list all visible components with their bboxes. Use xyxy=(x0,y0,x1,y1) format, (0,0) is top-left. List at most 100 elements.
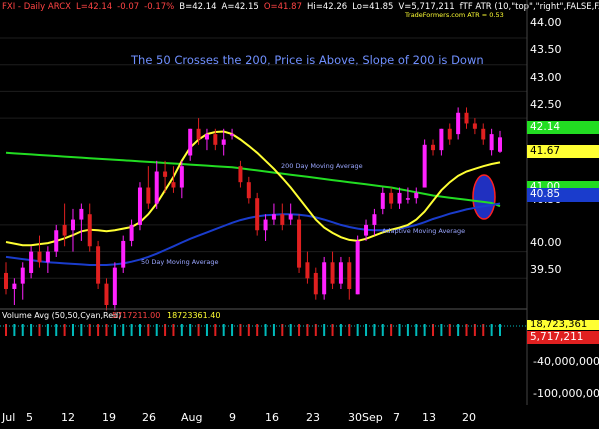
volume-bar xyxy=(63,324,66,336)
candle-body xyxy=(364,224,369,236)
crossover-highlight xyxy=(472,174,496,220)
candle-body xyxy=(397,192,402,204)
candle-body xyxy=(297,219,302,268)
candle-body xyxy=(405,198,410,200)
volume-bar xyxy=(155,324,158,336)
volume-bar xyxy=(272,324,275,336)
high-price: Hi=42.26 xyxy=(306,2,348,12)
date-tick: Aug xyxy=(181,411,203,424)
change-percent: -0.17% xyxy=(144,2,175,12)
study-label: fTF ATR (10,"top","right",FALSE,FALSE) xyxy=(459,2,599,12)
candle-body xyxy=(221,139,226,145)
volume-bar xyxy=(256,324,259,336)
volume-bar xyxy=(465,324,468,336)
candle-body xyxy=(137,187,142,225)
candle-body xyxy=(87,214,92,247)
volume-bar xyxy=(55,324,58,336)
volume-bar xyxy=(21,324,24,336)
candle-body xyxy=(163,171,168,177)
volume-tick: -40,000,000 xyxy=(533,355,599,368)
volume-bar xyxy=(398,324,401,336)
date-tick: 13 xyxy=(422,411,436,424)
volume-bar xyxy=(306,324,309,336)
date-tick: Jul xyxy=(2,411,16,424)
ma200-line xyxy=(5,151,501,208)
candle-body xyxy=(112,267,117,305)
candle-body xyxy=(154,171,159,204)
volume-bar xyxy=(189,324,192,336)
volume-bar xyxy=(499,324,501,336)
volume-average-tag: 18,723,361 xyxy=(527,320,599,330)
candle-body xyxy=(12,283,17,289)
open-price: O=41.87 xyxy=(263,2,302,12)
volume-bar xyxy=(222,324,225,336)
candle-body xyxy=(288,214,293,220)
volume-bar xyxy=(406,324,409,336)
volume-bar xyxy=(314,324,317,336)
volume-bar xyxy=(473,324,476,336)
ma50-price-tag: 40.85 xyxy=(527,188,599,202)
price-tick: 44.00 xyxy=(530,16,562,29)
candle-body xyxy=(347,262,352,289)
candle-body xyxy=(481,128,486,140)
volume-bar xyxy=(289,324,292,336)
candle-body xyxy=(79,208,84,220)
adaptive-price-tag: 41.67 xyxy=(527,145,599,158)
volume-panel-title: Volume Avg (50,50,Cyan,Red) xyxy=(2,311,122,320)
volume-bar xyxy=(105,324,108,336)
volume-bar xyxy=(365,324,368,336)
ma50-label: 50 Day Moving Average xyxy=(141,258,219,266)
volume-bar xyxy=(147,324,150,336)
date-tick: 7 xyxy=(393,411,400,424)
date-tick: 9 xyxy=(229,411,236,424)
volume-bar xyxy=(457,324,460,336)
volume-bar xyxy=(440,324,443,336)
volume-bar xyxy=(356,324,359,336)
price-tick: 43.00 xyxy=(530,71,562,84)
adaptive-label: Adaptive Moving Average xyxy=(382,227,466,235)
volume-bar xyxy=(298,324,301,336)
candle-body xyxy=(464,112,469,124)
price-tick: 40.00 xyxy=(530,236,562,249)
candle-body xyxy=(188,128,193,156)
volume-value-1: 5717211.00 xyxy=(112,311,161,320)
candle-body xyxy=(238,166,243,183)
symbol-label: FXI - Daily ARCX xyxy=(2,2,71,12)
candle-body xyxy=(330,262,335,284)
volume-current-tag: 5,717,211 xyxy=(527,331,599,344)
ma50-line xyxy=(5,202,501,266)
volume-bar xyxy=(97,324,100,336)
candle-body xyxy=(29,251,34,273)
volume-bar xyxy=(180,324,183,336)
date-tick: 30 xyxy=(348,411,362,424)
volume-bar xyxy=(239,324,242,336)
volume-bar xyxy=(88,324,91,336)
candlesticks xyxy=(4,107,502,311)
candle-body xyxy=(280,214,285,225)
volume-bar xyxy=(490,324,493,336)
volume-bar xyxy=(122,324,125,336)
date-tick: 20 xyxy=(462,411,476,424)
low-price: Lo=41.85 xyxy=(352,2,394,12)
volume-bar xyxy=(339,324,342,336)
candle-body xyxy=(129,224,134,241)
volume-bar xyxy=(138,324,141,336)
volume-bar xyxy=(231,324,234,336)
candle-body xyxy=(4,272,8,289)
candle-body xyxy=(246,182,251,199)
volume-bar xyxy=(448,324,451,336)
candle-body xyxy=(389,192,394,204)
volume-bar xyxy=(432,324,435,336)
candle-body xyxy=(498,137,502,152)
date-tick: 12 xyxy=(61,411,75,424)
candle-body xyxy=(179,166,184,188)
candle-body xyxy=(196,128,201,140)
quote-header: FXI - Daily ARCX L=42.14 -0.07 -0.17% B=42.1… xyxy=(2,1,599,13)
candle-body xyxy=(322,262,327,295)
volume-bar xyxy=(348,324,351,336)
volume-value: V=5,717,211 xyxy=(398,2,455,12)
volume-bar xyxy=(390,324,393,336)
last-price-tag: 42.14 xyxy=(527,121,599,134)
candle-body xyxy=(422,144,427,188)
